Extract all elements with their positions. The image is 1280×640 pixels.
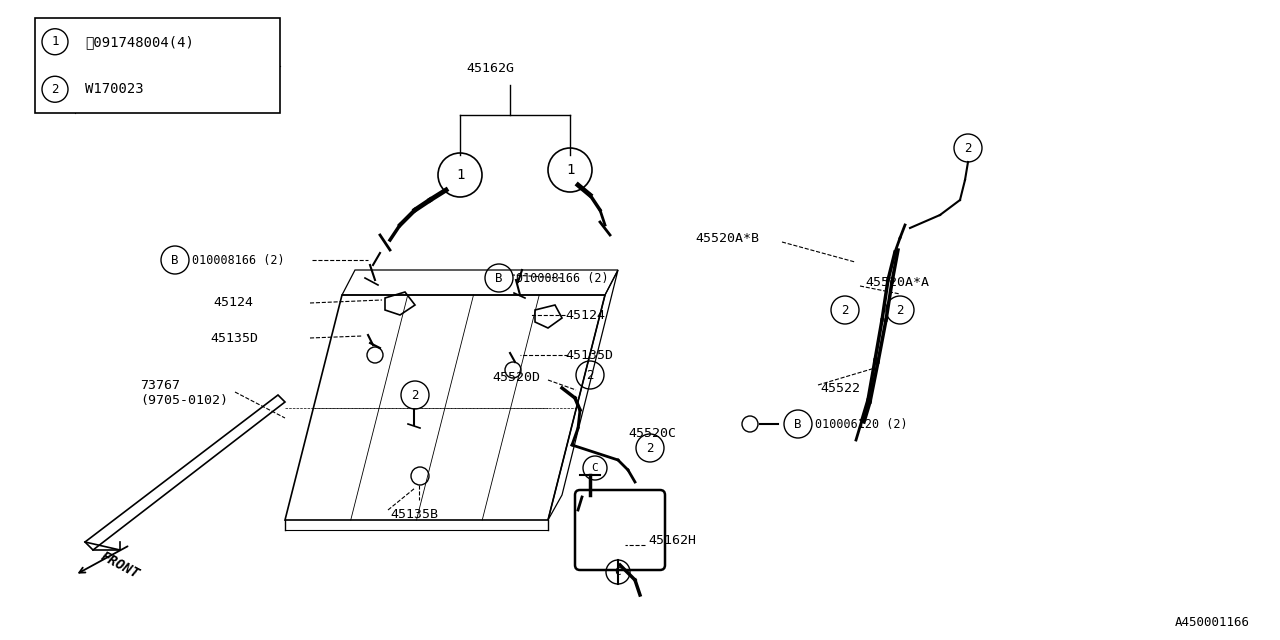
- Text: 2: 2: [411, 388, 419, 401]
- Text: 010008166 (2): 010008166 (2): [192, 253, 284, 266]
- Text: 45162H: 45162H: [648, 534, 696, 547]
- Text: 45124: 45124: [564, 308, 605, 321]
- Text: 73767: 73767: [140, 378, 180, 392]
- Text: 2: 2: [841, 303, 849, 317]
- Text: 45520C: 45520C: [628, 426, 676, 440]
- Text: 45124: 45124: [212, 296, 253, 308]
- Text: FRONT: FRONT: [99, 549, 142, 581]
- Text: C: C: [614, 567, 621, 577]
- Text: 2: 2: [586, 369, 594, 381]
- Text: 1: 1: [51, 35, 59, 48]
- Text: 45520D: 45520D: [492, 371, 540, 383]
- Text: 45522: 45522: [820, 381, 860, 394]
- Text: A450001166: A450001166: [1175, 616, 1251, 628]
- Text: C: C: [591, 463, 598, 473]
- Text: 1: 1: [566, 163, 575, 177]
- Text: B: B: [172, 253, 179, 266]
- Text: 45135D: 45135D: [564, 349, 613, 362]
- Text: 2: 2: [646, 442, 654, 454]
- Text: 2: 2: [896, 303, 904, 317]
- Text: W170023: W170023: [84, 83, 143, 96]
- Text: 010006120 (2): 010006120 (2): [815, 417, 908, 431]
- Text: Ⓒ091748004(4): Ⓒ091748004(4): [84, 35, 193, 49]
- Text: B: B: [495, 271, 503, 285]
- Text: 1: 1: [456, 168, 465, 182]
- Text: 45520A*A: 45520A*A: [865, 275, 929, 289]
- Text: 45135B: 45135B: [390, 509, 438, 522]
- Text: B: B: [795, 417, 801, 431]
- Text: 45162G: 45162G: [466, 61, 515, 74]
- Text: 2: 2: [51, 83, 59, 96]
- Text: 2: 2: [964, 141, 972, 154]
- Bar: [35, 18, 280, 113]
- Text: 010008166 (2): 010008166 (2): [516, 271, 608, 285]
- Text: 45520A*B: 45520A*B: [695, 232, 759, 244]
- Text: 45135D: 45135D: [210, 332, 259, 344]
- Text: (9705-0102): (9705-0102): [140, 394, 228, 406]
